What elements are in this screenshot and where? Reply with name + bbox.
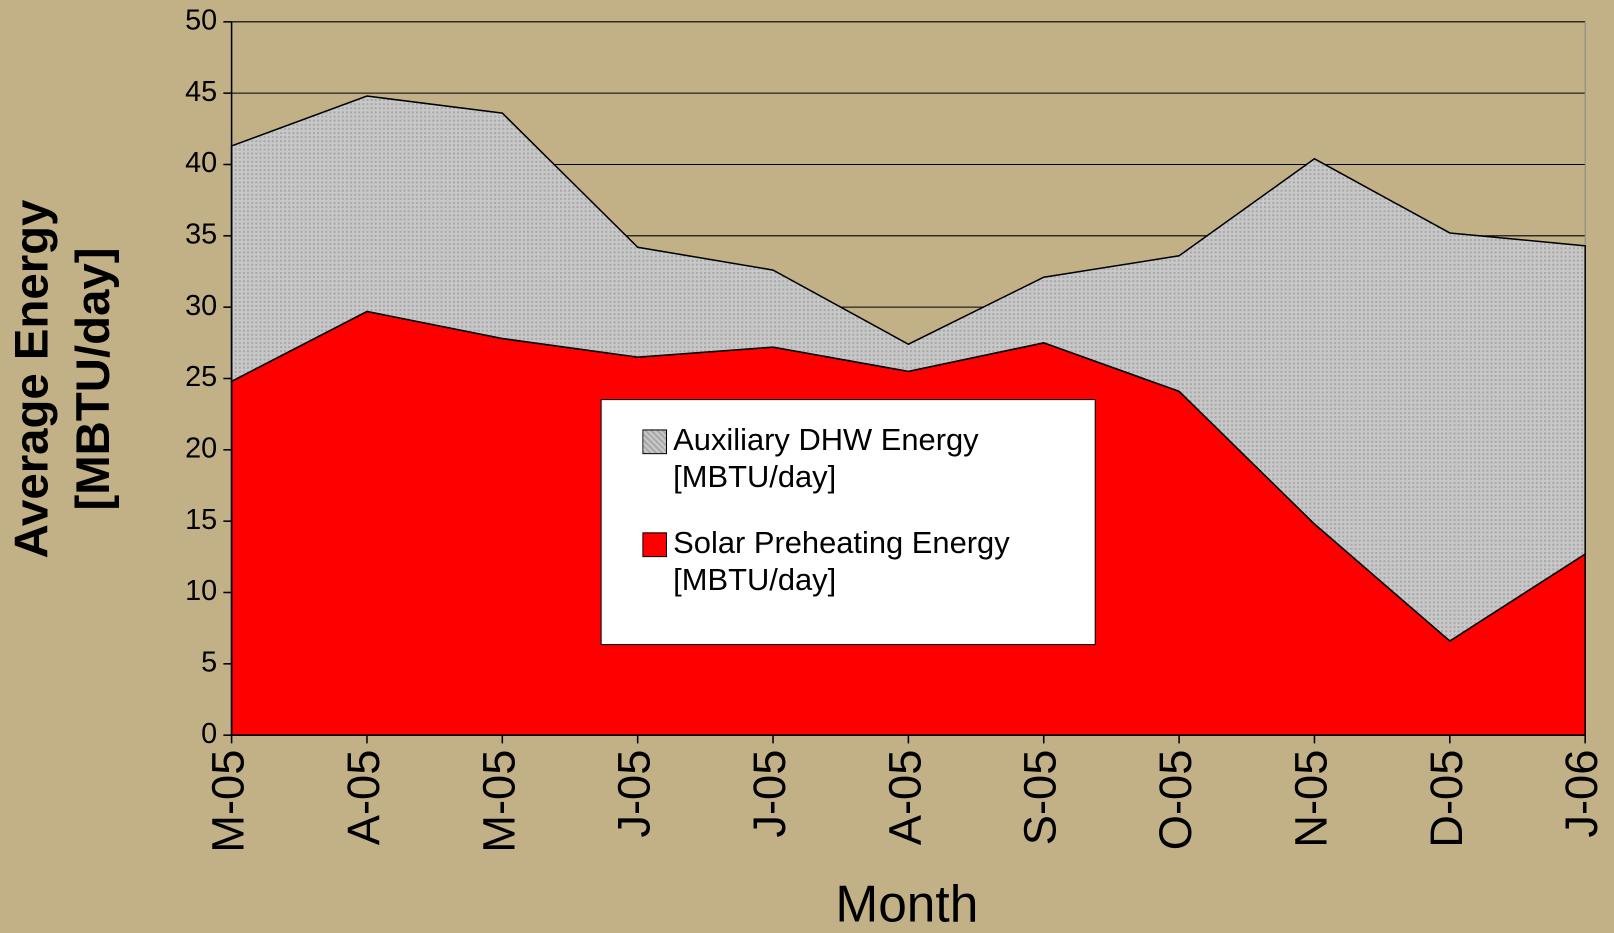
legend-swatch <box>642 429 668 455</box>
x-tick-label: A-05 <box>338 750 389 846</box>
legend-item: Auxiliary DHW Energy [MBTU/day] <box>642 422 1074 496</box>
y-tick-label: 35 <box>185 218 217 250</box>
y-tick-label: 0 <box>201 718 217 750</box>
y-tick-label: 25 <box>185 361 217 393</box>
y-tick-label: 45 <box>185 76 217 108</box>
x-tick-label: A-05 <box>879 750 930 846</box>
y-tick-label: 5 <box>201 646 217 678</box>
y-tick-label: 50 <box>185 4 217 36</box>
x-tick-label: M-05 <box>203 750 254 853</box>
x-tick-label: M-05 <box>473 750 524 853</box>
y-tick-label: 10 <box>185 575 217 607</box>
y-tick-label: 40 <box>185 147 217 179</box>
x-tick-label: J-05 <box>609 750 660 838</box>
legend-box <box>600 399 1096 646</box>
legend-label: Auxiliary DHW Energy [MBTU/day] <box>673 423 979 495</box>
y-axis-title-box: Average Energy [MBTU/day] <box>4 199 120 559</box>
x-tick-label: S-05 <box>1015 750 1066 846</box>
x-tick-label: O-05 <box>1150 750 1201 851</box>
y-tick-label: 30 <box>185 290 217 322</box>
y-tick-label: 15 <box>185 504 217 536</box>
legend-item: Solar Preheating Energy [MBTU/day] <box>642 525 1074 599</box>
legend: Auxiliary DHW Energy [MBTU/day] Solar Pre… <box>642 422 1074 599</box>
legend-label: Solar Preheating Energy [MBTU/day] <box>673 526 1010 598</box>
x-axis-title: Month <box>835 875 978 933</box>
x-tick-label: J-06 <box>1556 750 1607 838</box>
x-tick-label: D-05 <box>1421 750 1472 848</box>
x-tick-label: J-05 <box>744 750 795 838</box>
legend-swatch <box>642 532 668 558</box>
legend-list: Auxiliary DHW Energy [MBTU/day] Solar Pre… <box>642 422 1074 599</box>
y-axis-title: Average Energy [MBTU/day] <box>4 199 120 559</box>
y-tick-label: 20 <box>185 432 217 464</box>
x-tick-label: N-05 <box>1285 750 1336 848</box>
area <box>230 95 1586 642</box>
